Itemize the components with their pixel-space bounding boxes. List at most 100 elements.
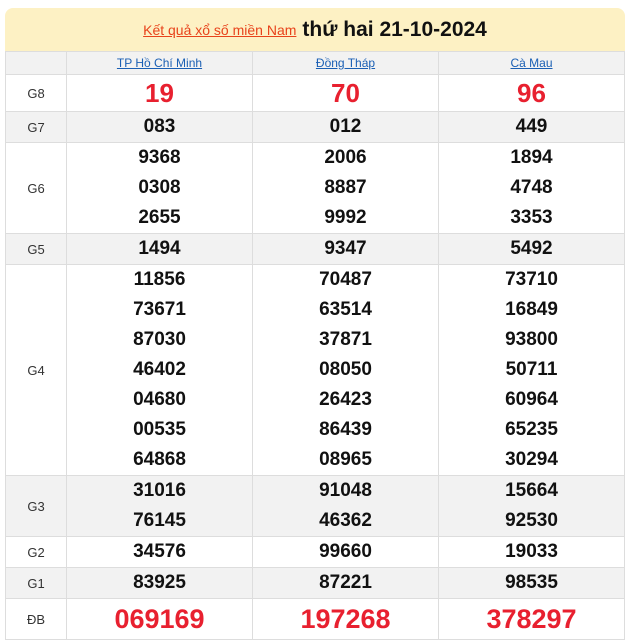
prize-cell: 197268 — [252, 598, 439, 640]
prize-number: 73671 — [133, 299, 186, 320]
prize-number: 26423 — [319, 389, 372, 410]
prize-number: 19033 — [505, 541, 558, 562]
prize-number: 197268 — [300, 604, 391, 634]
prize-number: 50711 — [505, 359, 558, 380]
prize-cell: 73710 16849 93800 50711 60964 65235 30294 — [438, 264, 625, 476]
prize-number: 93800 — [505, 329, 558, 350]
prize-number: 083 — [143, 116, 176, 137]
prize-row: G7 083 012 449 — [5, 111, 625, 143]
prize-cell: 31016 76145 — [66, 475, 253, 537]
prize-number: 87030 — [133, 329, 186, 350]
prize-cell: 9347 — [252, 233, 439, 265]
prize-label: G2 — [5, 536, 67, 568]
prize-cell: 83925 — [66, 567, 253, 599]
prize-cell: 70487 63514 37871 08050 26423 86439 08965 — [252, 264, 439, 476]
prize-number: 2655 — [138, 207, 181, 228]
prize-number: 378297 — [486, 604, 577, 634]
prize-number: 4748 — [510, 177, 553, 198]
region-results-link[interactable]: Kết quả xổ số miền Nam — [143, 21, 297, 38]
province-header: TP Hồ Chí Minh — [66, 51, 253, 75]
prize-number: 1894 — [510, 147, 553, 168]
prize-number: 73710 — [505, 269, 558, 290]
prize-row: G4 11856 73671 87030 46402 04680 00535 64868 704… — [5, 264, 625, 476]
province-link[interactable]: Đồng Tháp — [315, 56, 376, 70]
prize-number: 9368 — [138, 147, 181, 168]
prize-number: 60964 — [505, 389, 558, 410]
province-header-row: TP Hồ Chí Minh Đồng Tháp Cà Mau — [5, 51, 625, 75]
prize-number: 31016 — [133, 480, 186, 501]
prize-row: G2 34576 99660 19033 — [5, 536, 625, 568]
prize-number: 19 — [145, 78, 174, 108]
prize-row: G1 83925 87221 98535 — [5, 567, 625, 599]
prize-number: 63514 — [319, 299, 372, 320]
prize-cell: 96 — [438, 74, 625, 112]
prize-label: G1 — [5, 567, 67, 599]
prize-number: 04680 — [133, 389, 186, 410]
prize-number: 8887 — [324, 177, 367, 198]
prize-number: 83925 — [133, 572, 186, 593]
prize-cell: 87221 — [252, 567, 439, 599]
prize-cell: 012 — [252, 111, 439, 143]
prize-number: 37871 — [319, 329, 372, 350]
prize-number: 92530 — [505, 510, 558, 531]
prize-cell: 11856 73671 87030 46402 04680 00535 64868 — [66, 264, 253, 476]
prize-number: 012 — [329, 116, 362, 137]
results-panel: Kết quả xổ số miền Nam thứ hai 21-10-202… — [5, 8, 625, 640]
prize-cell: 378297 — [438, 598, 625, 640]
prize-cell: 1494 — [66, 233, 253, 265]
results-table: TP Hồ Chí Minh Đồng Tháp Cà Mau G8 19 70 96… — [5, 51, 625, 640]
prize-number: 87221 — [319, 572, 372, 593]
prize-row: G5 1494 9347 5492 — [5, 233, 625, 265]
prize-number: 86439 — [319, 419, 372, 440]
prize-number: 46362 — [319, 510, 372, 531]
prize-cell: 449 — [438, 111, 625, 143]
prize-number: 65235 — [505, 419, 558, 440]
province-link[interactable]: Cà Mau — [510, 56, 553, 70]
prize-number: 70 — [331, 78, 360, 108]
prize-number: 64868 — [133, 449, 186, 470]
prize-cell: 34576 — [66, 536, 253, 568]
prize-cell: 2006 8887 9992 — [252, 142, 439, 234]
prize-label: G6 — [5, 142, 67, 234]
draw-date: thứ hai 21-10-2024 — [302, 17, 487, 41]
prize-cell: 083 — [66, 111, 253, 143]
prize-row: ĐB 069169 197268 378297 — [5, 598, 625, 640]
province-link[interactable]: TP Hồ Chí Minh — [116, 56, 203, 70]
prize-label: G4 — [5, 264, 67, 476]
prize-number: 00535 — [133, 419, 186, 440]
prize-row: G8 19 70 96 — [5, 74, 625, 112]
prize-number: 2006 — [324, 147, 367, 168]
prize-number: 46402 — [133, 359, 186, 380]
empty-header-cell — [5, 51, 67, 75]
prize-number: 30294 — [505, 449, 558, 470]
prize-cell: 91048 46362 — [252, 475, 439, 537]
prize-cell: 70 — [252, 74, 439, 112]
prize-cell: 069169 — [66, 598, 253, 640]
prize-cell: 9368 0308 2655 — [66, 142, 253, 234]
prize-number: 9992 — [324, 207, 367, 228]
prize-number: 069169 — [114, 604, 205, 634]
prize-number: 16849 — [505, 299, 558, 320]
prize-number: 0308 — [138, 177, 181, 198]
prize-label: G3 — [5, 475, 67, 537]
prize-label: G5 — [5, 233, 67, 265]
prize-number: 70487 — [319, 269, 372, 290]
prize-number: 34576 — [133, 541, 186, 562]
results-header: Kết quả xổ số miền Nam thứ hai 21-10-202… — [5, 8, 625, 51]
prize-row: G6 9368 0308 2655 2006 8887 9992 1894 4748 3353 — [5, 142, 625, 234]
prize-number: 9347 — [324, 238, 367, 259]
prize-number: 08965 — [319, 449, 372, 470]
prize-number: 08050 — [319, 359, 372, 380]
prize-number: 3353 — [510, 207, 553, 228]
prize-label: G8 — [5, 74, 67, 112]
prize-number: 15664 — [505, 480, 558, 501]
prize-number: 5492 — [510, 238, 553, 259]
prize-cell: 19033 — [438, 536, 625, 568]
province-header: Cà Mau — [438, 51, 625, 75]
province-header: Đồng Tháp — [252, 51, 439, 75]
prize-label: G7 — [5, 111, 67, 143]
prize-row: G3 31016 76145 91048 46362 15664 92530 — [5, 475, 625, 537]
prize-number: 76145 — [133, 510, 186, 531]
prize-number: 96 — [517, 78, 546, 108]
prize-label: ĐB — [5, 598, 67, 640]
